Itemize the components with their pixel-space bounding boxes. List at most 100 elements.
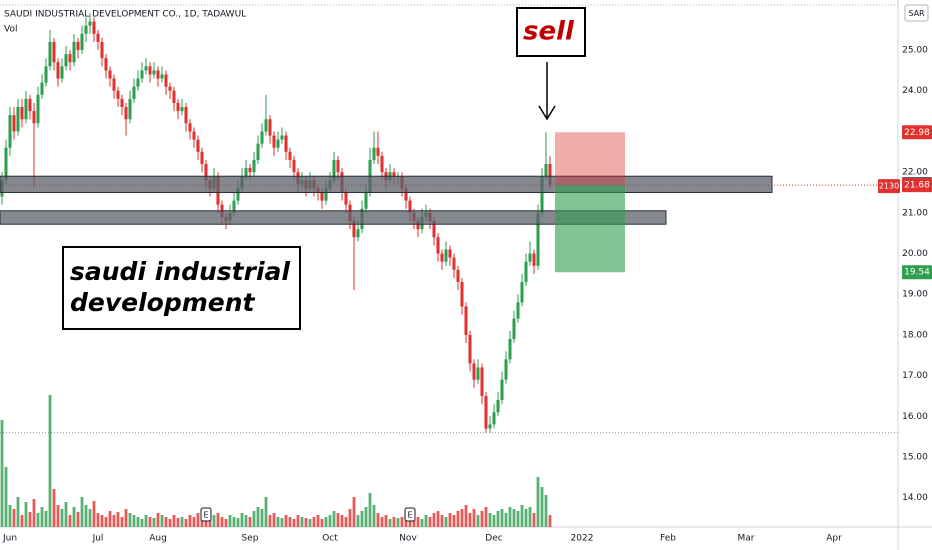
volume-bar [236,518,240,527]
volume-bar [536,477,540,527]
x-tick-label: Jun [2,534,17,544]
volume-bar [12,509,16,527]
risk-box [555,132,625,186]
volume-bar [436,511,440,527]
volume-bar [72,507,76,527]
candle-body [264,119,268,132]
volume-bar [400,517,404,527]
candle-body [380,155,384,173]
candle-body [516,302,520,319]
candle-body [168,86,172,91]
event-label: E [203,511,208,520]
annotation-text: development [70,288,256,317]
y-tick-label: 18.00 [902,330,928,340]
volume-bar [80,497,84,527]
candle-body [184,107,188,124]
volume-bar [336,513,340,527]
candle-body [76,41,80,51]
x-tick-label: Sep [242,534,259,544]
candle-body [128,98,132,120]
volume-bar [300,517,304,527]
candle-body [204,164,208,181]
volume-bar [332,511,336,527]
y-tick-label: 25.00 [902,46,928,56]
candle-body [508,338,512,360]
volume-bar [252,511,256,527]
volume-bar [448,513,452,527]
candle-body [372,147,376,160]
volume-bar [248,517,252,527]
volume-bar [244,515,248,527]
volume-bar [272,513,276,527]
candle-body [440,253,444,262]
candle-body [40,82,44,95]
candle-body [276,139,280,148]
candle-body [272,135,276,148]
candle-body [44,66,48,83]
candle-body [456,269,460,283]
volume-bar [496,511,500,527]
volume-bar [368,493,372,527]
volume-bar [256,507,260,527]
volume-bar [432,513,436,527]
candle-body [528,253,532,262]
candle-body [404,188,408,201]
volume-bar [352,497,356,527]
volume-bar [344,517,348,527]
volume-bar [472,509,476,527]
volume-bar [420,519,424,527]
candle-body [200,151,204,165]
x-tick-label: Jul [92,534,104,544]
candle-body [28,98,32,112]
price-label-box [902,265,932,280]
volume-bar [16,497,20,527]
volume-bar [284,515,288,527]
volume-bar [264,497,268,527]
candle-body [180,107,184,112]
volume-bar [224,519,228,527]
volume-bar [28,512,32,527]
y-tick-label: 17.00 [902,371,928,381]
volume-bar [276,517,280,527]
candle-body [452,257,456,270]
volume-bar [460,509,464,527]
y-tick-label: 22.00 [902,168,928,178]
volume-bar [116,512,120,527]
volume-bar [188,515,192,527]
candle-body [232,200,236,213]
volume-bar [212,515,216,527]
volume-bar [176,518,180,527]
volume-bar [312,517,316,527]
candle-body [444,249,448,262]
event-label: E [407,511,412,520]
candle-body [84,25,88,34]
volume-bar [512,509,516,527]
candle-body [244,168,248,177]
volume-bar [100,515,104,527]
volume-bar [308,519,312,527]
candle-body [268,119,272,136]
candle-body [480,367,484,396]
candle-body [120,98,124,108]
price-label: 21.68 [904,181,930,191]
volume-bar [184,519,188,527]
volume-bar [444,517,448,527]
volume-bar [508,507,512,527]
candle-body [464,306,468,335]
volume-bar [112,515,116,527]
candle-body [68,54,72,63]
y-tick-label: 14.00 [902,493,928,503]
candle-body [72,41,76,63]
volume-bar [192,517,196,527]
candle-body [52,41,56,63]
volume-bar [304,518,308,527]
volume-bar [380,517,384,527]
candle-body [260,131,264,144]
volume-bar [388,519,392,527]
candle-body [116,90,120,99]
y-tick-label: 24.00 [902,86,928,96]
currency-box[interactable] [904,4,929,22]
volume-bar [364,507,368,527]
volume-bar [96,513,100,527]
